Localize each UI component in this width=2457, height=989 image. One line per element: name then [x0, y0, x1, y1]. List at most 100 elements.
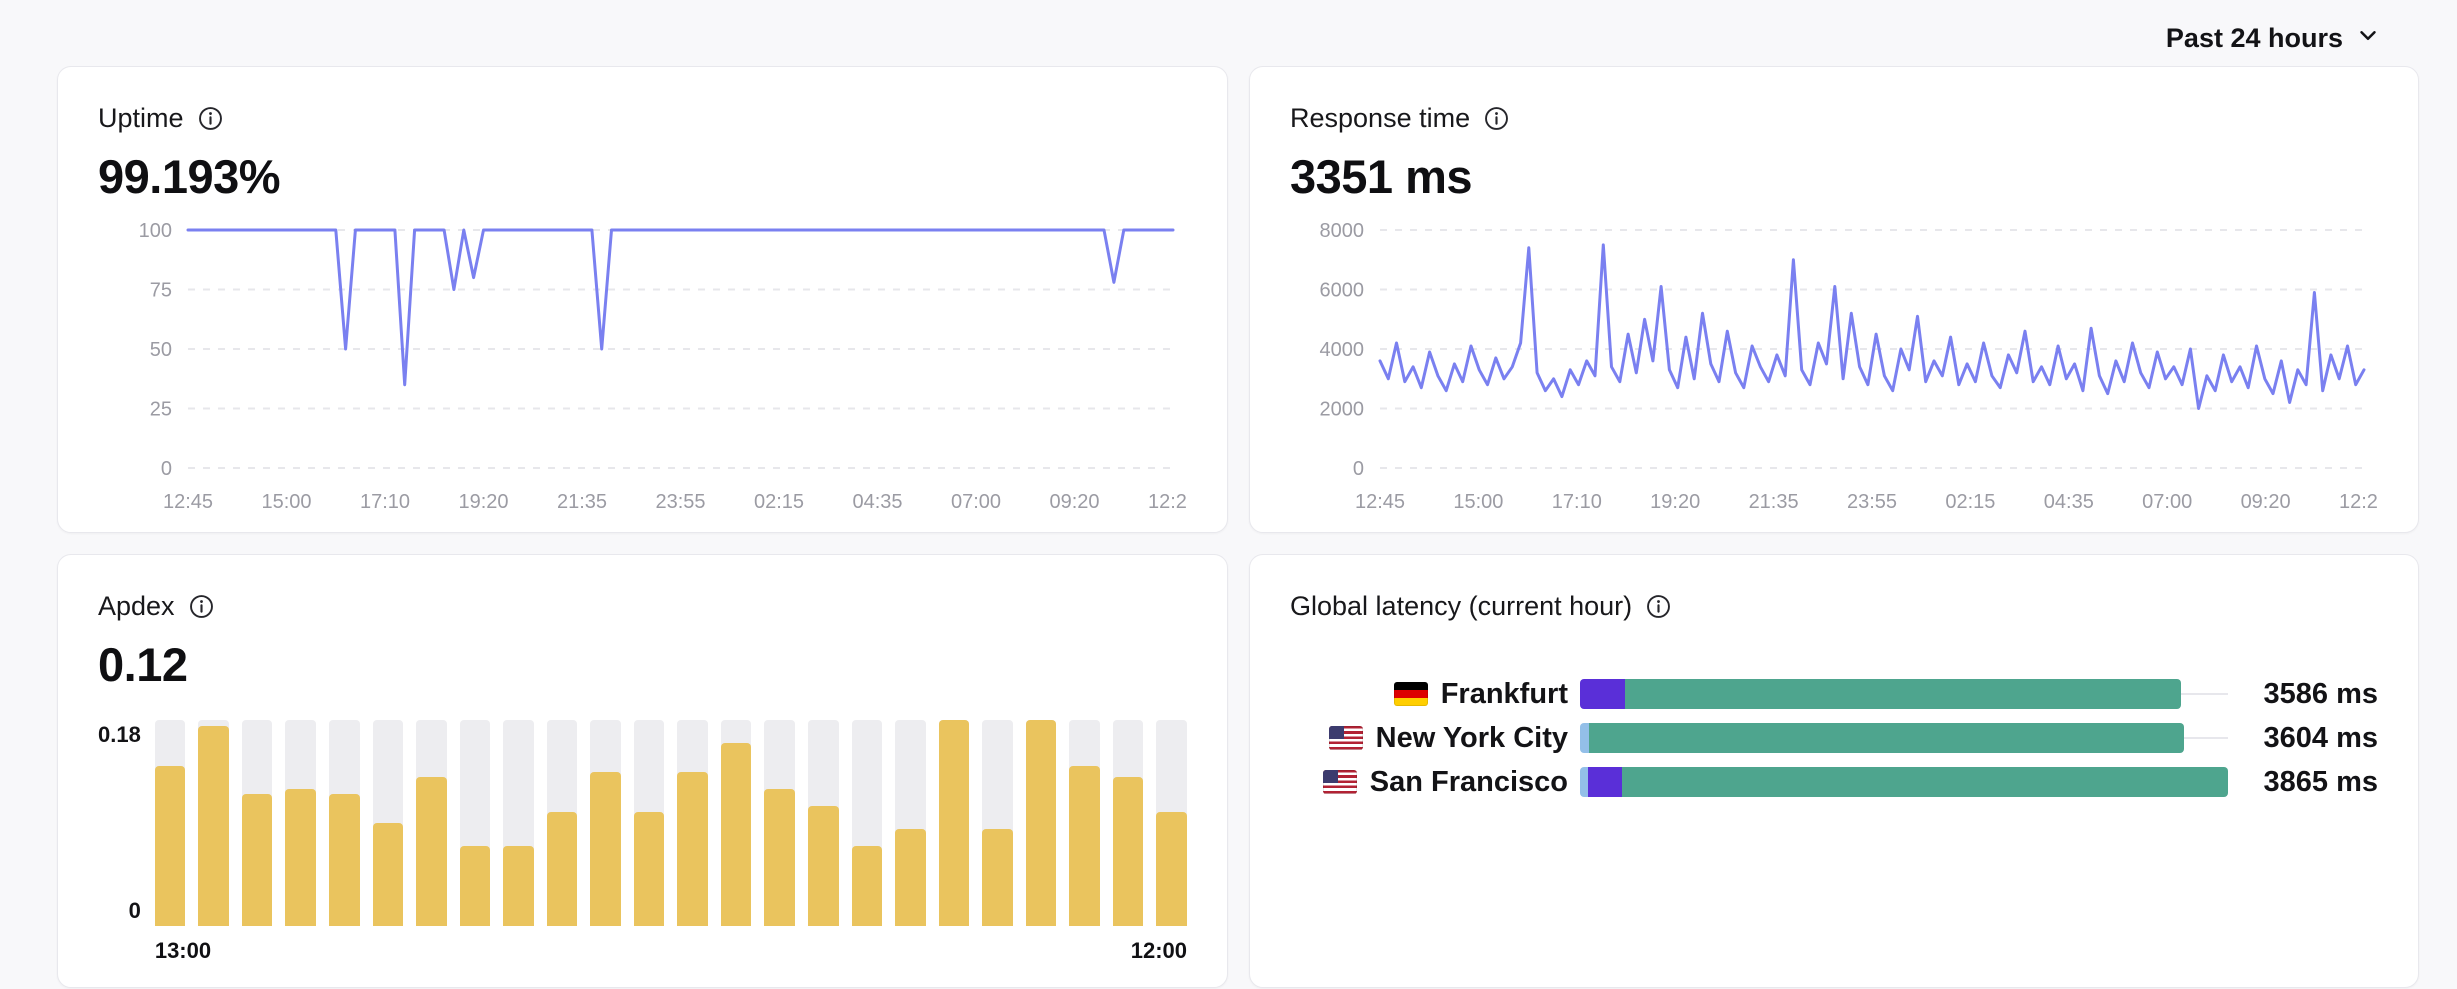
- apdex-bar: [590, 771, 621, 926]
- apdex-title: Apdex: [98, 590, 175, 621]
- apdex-bar-track: [503, 720, 534, 926]
- svg-text:02:15: 02:15: [754, 491, 804, 513]
- apdex-ymin-label: 0: [128, 898, 141, 923]
- svg-text:19:20: 19:20: [458, 491, 508, 513]
- chevron-down-icon: [2355, 22, 2381, 55]
- apdex-bar-track: [764, 720, 796, 926]
- latency-row-san-francisco: San Francisco 3865 ms: [1290, 765, 2379, 799]
- svg-text:07:00: 07:00: [2142, 491, 2192, 513]
- svg-text:17:10: 17:10: [1552, 491, 1602, 513]
- svg-text:21:35: 21:35: [1749, 491, 1799, 513]
- svg-text:23:55: 23:55: [655, 491, 705, 513]
- latency-bar-track: [1580, 679, 2228, 709]
- apdex-bar: [1025, 720, 1057, 926]
- svg-text:12:25: 12:25: [2339, 491, 2378, 513]
- apdex-bar-track: [459, 720, 491, 926]
- svg-text:6000: 6000: [1320, 280, 1365, 302]
- global-latency-title-row: Global latency (current hour): [1290, 589, 2378, 623]
- apdex-bar: [1069, 765, 1100, 926]
- apdex-bar: [808, 805, 839, 926]
- info-icon[interactable]: [188, 593, 215, 620]
- apdex-bar: [546, 811, 578, 926]
- apdex-bar-track: [590, 720, 621, 926]
- time-range-label: Past 24 hours: [2165, 22, 2343, 53]
- apdex-title-row: Apdex: [98, 589, 1187, 623]
- response-time-title: Response time: [1290, 102, 1471, 133]
- apdex-bar-track: [372, 720, 404, 926]
- global-latency-title: Global latency (current hour): [1290, 590, 1633, 621]
- global-latency-card: Global latency (current hour) Frankfurt …: [1249, 554, 2419, 988]
- svg-text:23:55: 23:55: [1847, 491, 1897, 513]
- latency-rows: Frankfurt 3586 ms New York City 3: [1290, 678, 2379, 799]
- apdex-bars: [154, 720, 1187, 926]
- time-range-selector[interactable]: Past 24 hours: [2166, 22, 2381, 55]
- apdex-bar-track: [633, 720, 665, 926]
- svg-text:12:25: 12:25: [1148, 491, 1187, 513]
- latency-row-new-york-city: New York City 3604 ms: [1290, 722, 2378, 755]
- response-time-chart: 0 2000 4000 6000 8000 12:45 15:00 17:10 19:20 21:…: [1290, 220, 2390, 516]
- svg-text:15:00: 15:00: [261, 491, 311, 513]
- latency-label: San Francisco: [1290, 766, 1568, 799]
- svg-text:12:45: 12:45: [163, 491, 213, 513]
- apdex-value: 0.12: [98, 638, 188, 691]
- latency-bar-segment: [1580, 679, 1626, 709]
- response-time-value: 3351 ms: [1290, 150, 1473, 203]
- svg-text:12:45: 12:45: [1355, 491, 1405, 513]
- apdex-bar: [1156, 811, 1187, 926]
- apdex-bar-track: [720, 720, 752, 926]
- response-time-title-row: Response time: [1290, 101, 2378, 135]
- latency-city: San Francisco: [1369, 765, 1568, 798]
- apdex-bar-track: [808, 720, 839, 926]
- apdex-bar: [720, 742, 752, 926]
- svg-text:50: 50: [150, 339, 172, 361]
- apdex-bar: [154, 765, 186, 926]
- svg-text:09:20: 09:20: [2241, 491, 2291, 513]
- svg-text:17:10: 17:10: [360, 491, 410, 513]
- apdex-bar-track: [329, 720, 360, 926]
- svg-text:07:00: 07:00: [951, 491, 1001, 513]
- uptime-card: Uptime 99.193% 0 25 50 75 100 12:45 15:00 17:10…: [57, 66, 1228, 533]
- svg-text:04:35: 04:35: [2044, 491, 2094, 513]
- apdex-chart: 0.18 0 13:00 12:00: [98, 720, 1187, 964]
- apdex-bar: [372, 823, 404, 926]
- apdex-bar-track: [895, 720, 926, 926]
- latency-bar-segment: [1580, 767, 1588, 797]
- apdex-bar-track: [1156, 720, 1187, 926]
- apdex-bar: [1112, 777, 1144, 926]
- info-icon[interactable]: [197, 105, 224, 132]
- apdex-x-axis: 13:00 12:00: [155, 938, 1187, 964]
- apdex-xend-label: 12:00: [1130, 938, 1187, 963]
- response-time-card: Response time 3351 ms 0 2000 4000 6000 8000 1…: [1249, 66, 2419, 533]
- apdex-bar-track: [1069, 720, 1100, 926]
- latency-bar-segment: [1589, 723, 2185, 753]
- latency-label: Frankfurt: [1290, 678, 1568, 711]
- latency-bar-segment: [1625, 679, 2182, 709]
- uptime-title-row: Uptime: [98, 101, 1187, 135]
- svg-text:0: 0: [1353, 458, 1364, 480]
- apdex-bar: [329, 794, 360, 926]
- apdex-card: Apdex 0.12 0.18 0 13:00 12:00: [57, 554, 1228, 988]
- apdex-bar-track: [285, 720, 317, 926]
- latency-label: New York City: [1290, 722, 1568, 755]
- apdex-bar-track: [416, 720, 447, 926]
- apdex-y-axis: 0.18 0: [98, 720, 141, 926]
- svg-text:4000: 4000: [1320, 339, 1365, 361]
- info-icon[interactable]: [1645, 593, 1672, 620]
- latency-bar-track: [1580, 767, 2228, 797]
- latency-city: New York City: [1375, 721, 1568, 754]
- apdex-bar: [198, 725, 229, 926]
- uptime-chart: 0 25 50 75 100 12:45 15:00 17:10 19:20 21:35 23:55…: [98, 220, 1198, 516]
- apdex-bar-track: [546, 720, 578, 926]
- latency-bar-segment: [1622, 767, 2228, 797]
- apdex-bar: [503, 845, 534, 926]
- info-icon[interactable]: [1483, 105, 1510, 132]
- latency-bar-segment: [1580, 723, 1590, 753]
- apdex-bar-track: [241, 720, 273, 926]
- svg-text:100: 100: [139, 220, 172, 242]
- apdex-bar-track: [677, 720, 708, 926]
- apdex-bar: [982, 828, 1013, 926]
- latency-city: Frankfurt: [1440, 677, 1568, 710]
- svg-text:02:15: 02:15: [1945, 491, 1995, 513]
- latency-value: 3865 ms: [2263, 765, 2379, 798]
